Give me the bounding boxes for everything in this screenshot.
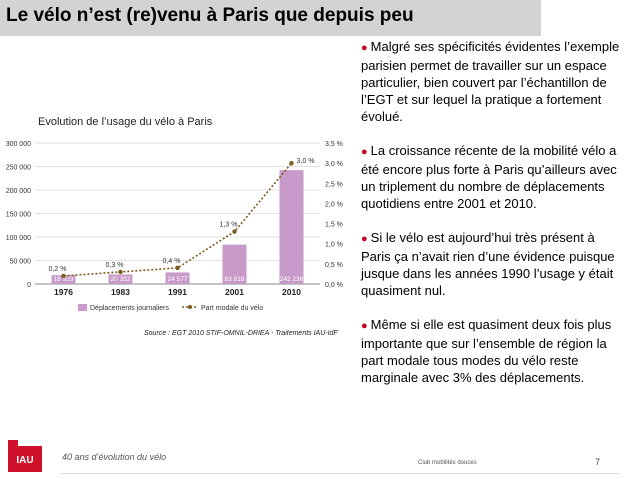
line-point: [175, 265, 180, 271]
bar: [279, 170, 304, 284]
chart-source: Source : EGT 2010 STIF-OMNIL-DRIEA - Tra…: [144, 330, 338, 337]
y2-tick-label: 1,0 %: [325, 242, 343, 249]
footer-club: Club mobilités douces: [418, 460, 477, 466]
x-category-label: 1976: [54, 287, 73, 297]
bar-value-label: 18 923: [54, 276, 74, 283]
footer-subtitle: 40 ans d’évolution du vélo: [62, 452, 167, 462]
y-tick-label: 150 000: [6, 212, 31, 219]
y-tick-label: 0: [27, 282, 31, 289]
line-point: [118, 269, 123, 275]
y2-tick-label: 0,0 %: [325, 282, 343, 289]
bar-value-label: 24 577: [168, 276, 188, 283]
legend-bar-label: Déplacements journaliers: [90, 305, 169, 312]
title-background: [0, 0, 541, 36]
y2-tick-label: 1,5 %: [325, 222, 343, 229]
logo-corner: [8, 440, 18, 448]
y-tick-label: 200 000: [6, 188, 31, 195]
bar-value-label: 83 818: [225, 276, 245, 283]
y-tick-label: 50 000: [10, 259, 32, 266]
y2-tick-label: 2,5 %: [325, 181, 343, 188]
x-category-label: 2001: [225, 287, 244, 297]
bar: [108, 274, 133, 284]
x-category-label: 1991: [168, 287, 187, 297]
bullet-dot-icon: ●: [361, 233, 368, 245]
y-tick-label: 100 000: [6, 235, 31, 242]
line-point: [61, 273, 66, 279]
bar-value-label: 20 352: [111, 276, 131, 283]
bullet-item: ● La croissance récente de la mobilité vé…: [361, 143, 617, 211]
line-value-label: 0,3 %: [106, 262, 124, 269]
line-point: [289, 160, 294, 166]
y2-tick-label: 3,0 %: [325, 161, 343, 168]
x-category-label: 2010: [282, 287, 301, 297]
legend-line-label: Part modale du vélo: [201, 305, 263, 312]
y2-tick-label: 3,5 %: [325, 141, 343, 148]
iau-logo: IAU: [8, 446, 42, 472]
bullet-list: ● Malgré ses spécificités évidentes l’exe…: [361, 38, 621, 403]
legend-bar-swatch: [78, 304, 87, 311]
bike-usage-chart: 0 50 000 100 000 150 000 200 000 250 000 300 0…: [6, 141, 343, 312]
bullet-item: ● Malgré ses spécificités évidentes l’exe…: [361, 39, 620, 124]
bullet-dot-icon: ●: [361, 146, 368, 158]
bar-value-label: 242 238: [280, 276, 304, 283]
y-tick-label: 300 000: [6, 141, 31, 148]
bar: [165, 272, 190, 284]
line-value-label: 0,4 %: [163, 258, 181, 265]
legend-line-marker: [188, 305, 192, 309]
x-category-label: 1983: [111, 287, 130, 297]
y-tick-label: 250 000: [6, 165, 31, 172]
y2-tick-label: 2,0 %: [325, 201, 343, 208]
chart-title: Evolution de l’usage du vélo à Paris: [38, 116, 213, 128]
title-bar: Le vélo n’est (re)venu à Paris que depui…: [0, 0, 638, 36]
line-value-label: 0,2 %: [49, 266, 67, 273]
line-value-label: 1,3 %: [220, 222, 238, 229]
slide-title: Le vélo n’est (re)venu à Paris que depui…: [6, 5, 414, 26]
line-value-label: 3,0 %: [297, 158, 315, 165]
y2-tick-label: 0,5 %: [325, 262, 343, 269]
bullet-item: ● Si le vélo est aujourd’hui très présent…: [361, 230, 615, 298]
bullet-dot-icon: ●: [361, 42, 368, 54]
line-point: [232, 229, 237, 234]
page-number: 7: [595, 457, 601, 467]
footer-divider: [60, 473, 620, 474]
bar: [51, 275, 76, 284]
bar: [222, 244, 247, 284]
bullet-dot-icon: ●: [361, 320, 368, 332]
bullet-item: ● Même si elle est quasiment deux fois pl…: [361, 317, 612, 385]
